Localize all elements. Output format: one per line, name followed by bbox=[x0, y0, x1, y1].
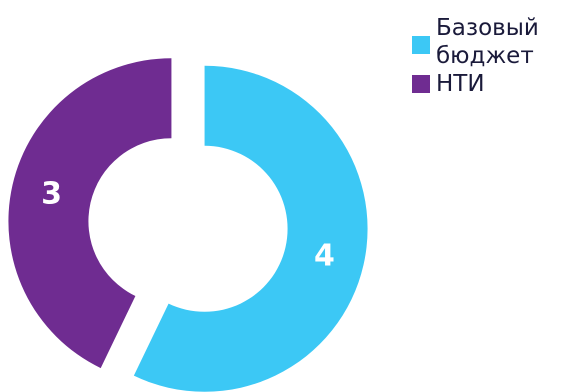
legend-swatch-nti bbox=[412, 75, 430, 93]
donut-chart: 43 bbox=[8, 58, 368, 392]
slice-nti[interactable] bbox=[8, 58, 172, 369]
chart-legend: Базовый бюджет НТИ bbox=[412, 14, 562, 98]
legend-swatch-base-budget bbox=[412, 36, 430, 54]
slice-base-budget[interactable] bbox=[133, 65, 368, 392]
legend-item-nti[interactable]: НТИ bbox=[412, 70, 562, 98]
data-label-nti: 3 bbox=[41, 176, 62, 211]
legend-label-base-budget: Базовый бюджет bbox=[436, 15, 539, 69]
legend-item-base-budget[interactable]: Базовый бюджет bbox=[412, 14, 562, 70]
legend-label-nti: НТИ bbox=[436, 71, 485, 97]
data-label-base-budget: 4 bbox=[314, 239, 335, 274]
